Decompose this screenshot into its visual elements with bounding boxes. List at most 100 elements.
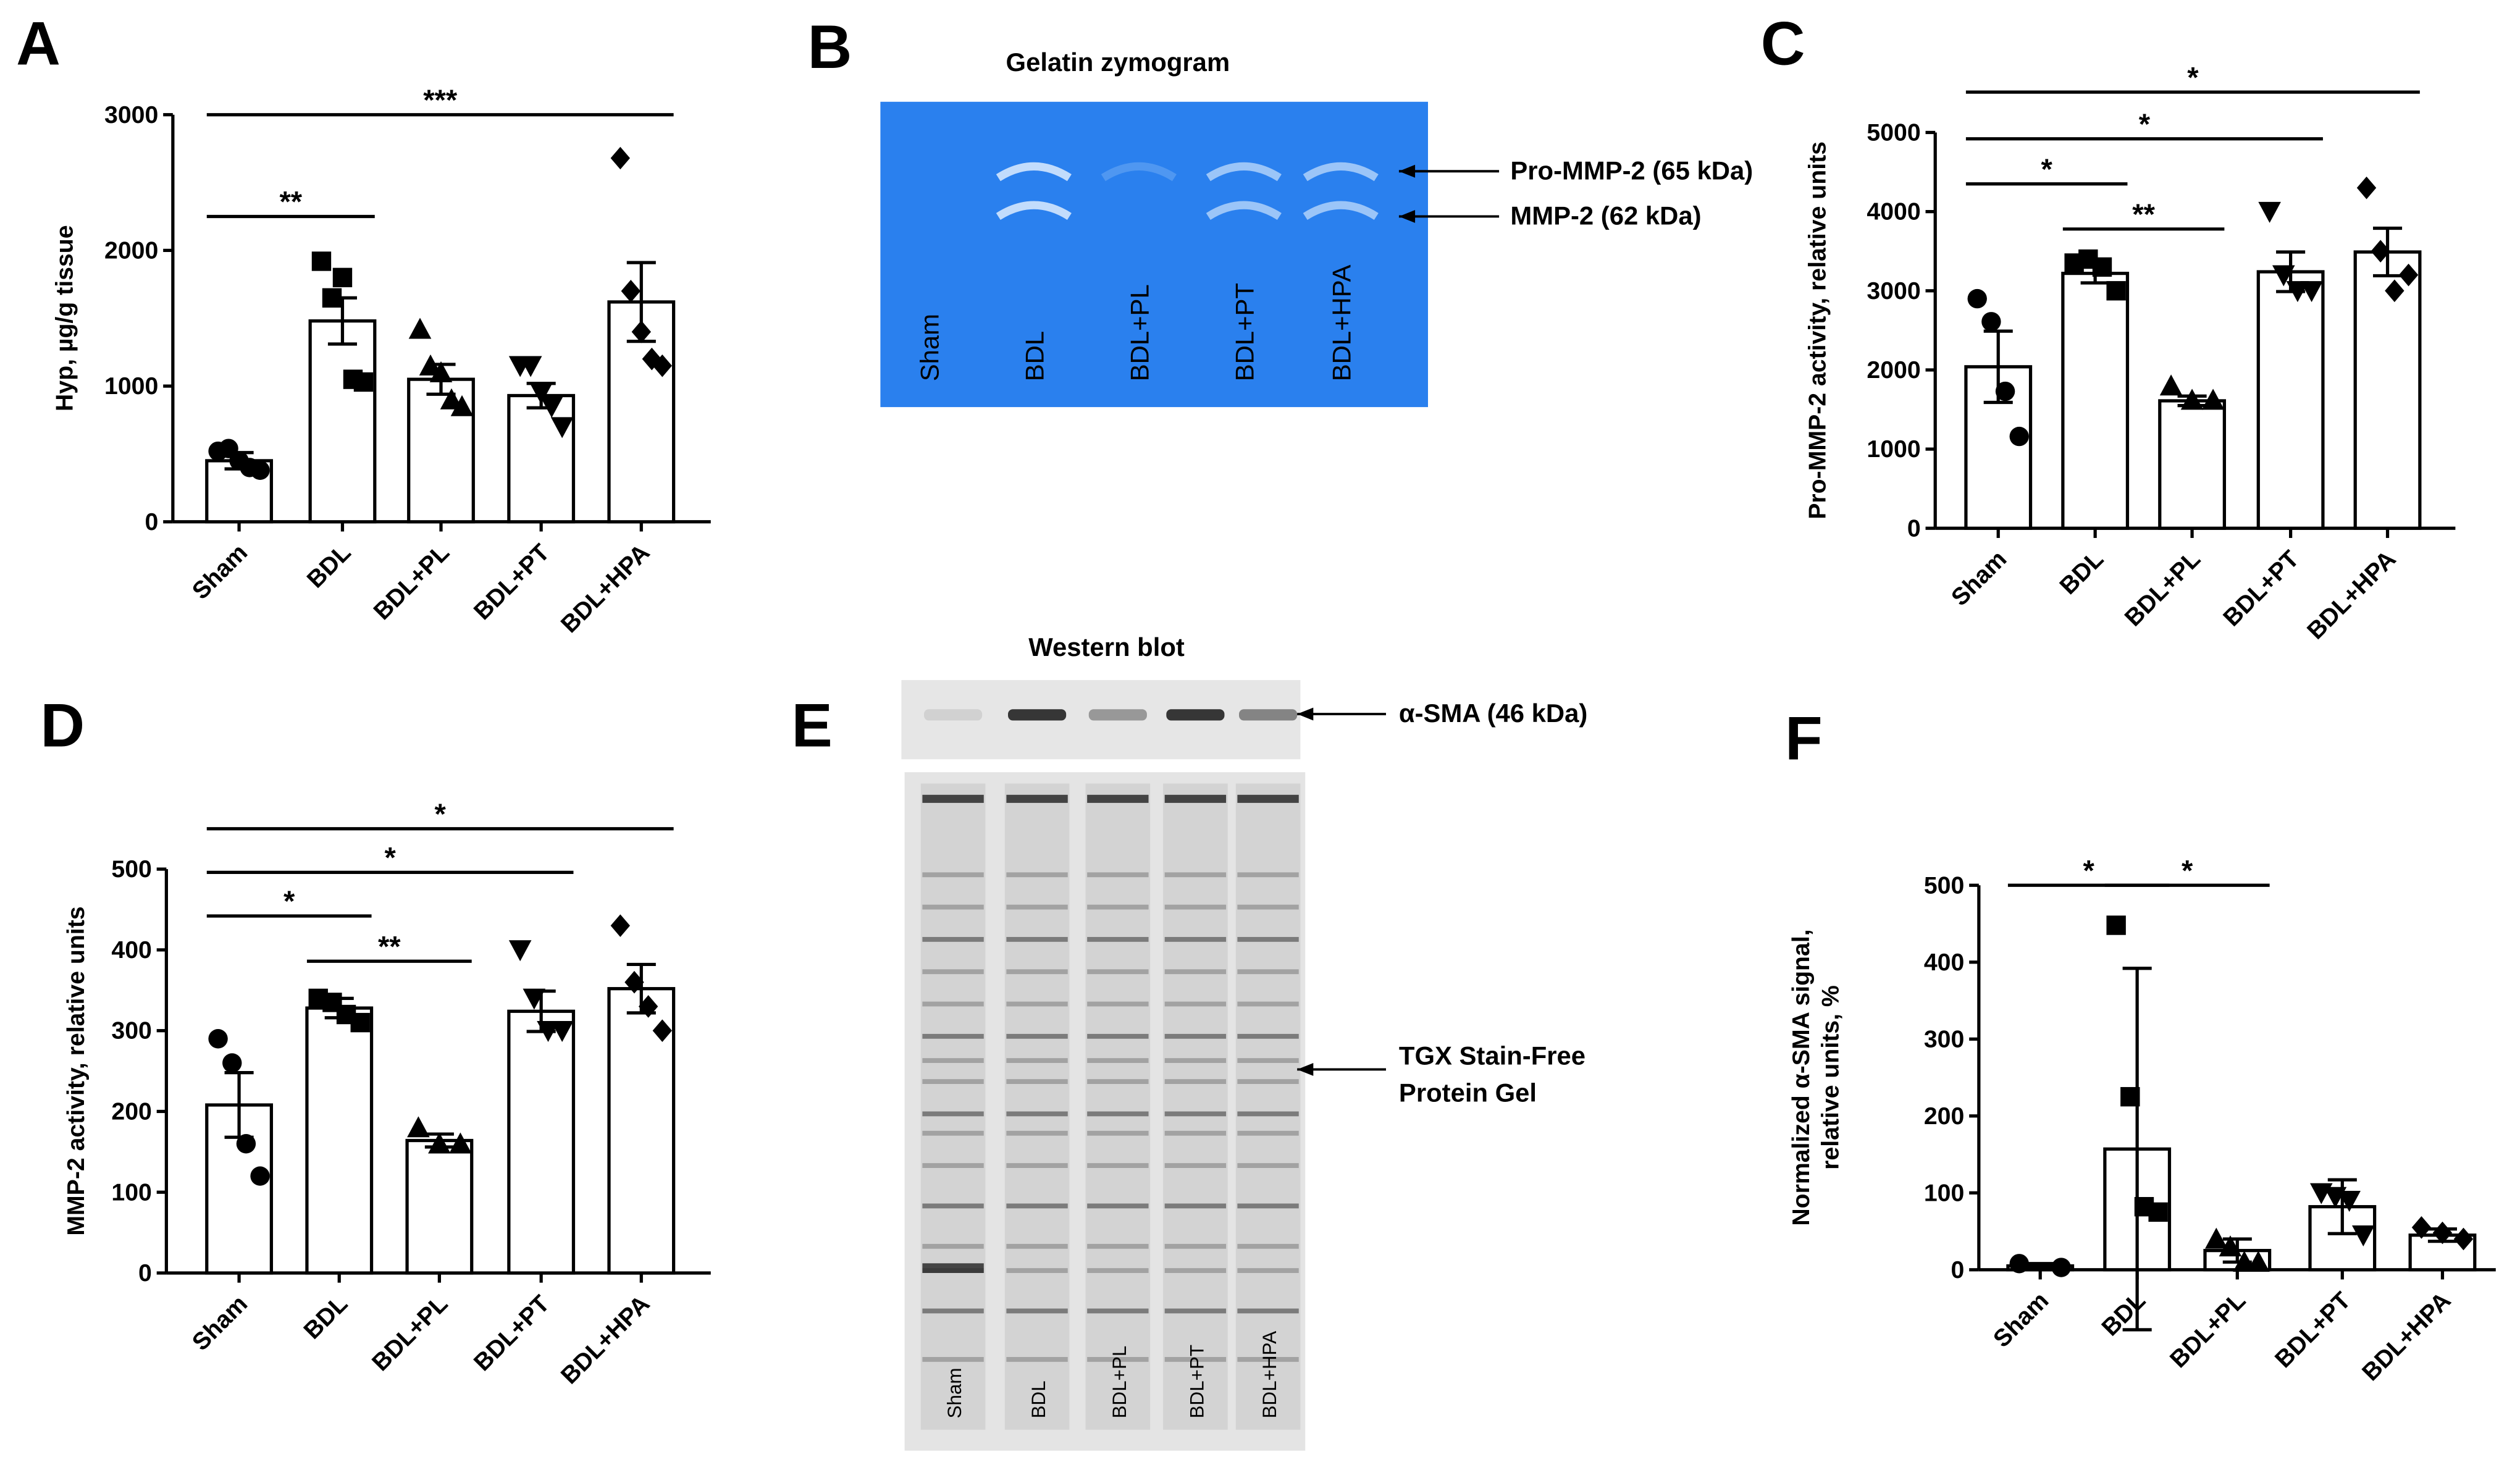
significance-label: ** <box>378 930 401 962</box>
data-point <box>508 940 532 962</box>
protein-band <box>1164 1079 1227 1084</box>
protein-band <box>1087 1058 1149 1063</box>
data-point <box>440 388 463 410</box>
panel-letter: D <box>40 691 85 760</box>
protein-band <box>1237 1079 1299 1084</box>
protein-band <box>1237 1058 1299 1063</box>
data-point <box>550 1020 574 1042</box>
protein-band <box>922 1243 984 1249</box>
data-point <box>2159 374 2183 396</box>
protein-band <box>922 936 984 942</box>
data-point <box>332 267 353 288</box>
wb-band <box>1239 709 1298 721</box>
wb-band <box>1008 709 1067 721</box>
gel-band <box>996 162 1072 182</box>
panel-letter: A <box>16 10 61 78</box>
data-point <box>2356 176 2377 200</box>
data-point <box>652 354 672 377</box>
bar <box>2158 399 2227 530</box>
y-tick-label: 200 <box>1924 1103 1964 1130</box>
y-tick-label: 300 <box>1924 1025 1964 1052</box>
data-point <box>250 460 270 481</box>
protein-band <box>1237 1356 1299 1362</box>
data-point <box>2205 1227 2228 1249</box>
wb-band <box>1166 709 1225 721</box>
protein-band <box>1237 1268 1299 1273</box>
protein-band <box>1087 1163 1149 1168</box>
data-point <box>2247 1251 2270 1272</box>
y-tick-label: 100 <box>111 1178 151 1206</box>
lane-label: BDL+HPA <box>1259 1331 1280 1419</box>
lane <box>1235 783 1301 1430</box>
significance-label: * <box>2187 61 2199 93</box>
significance-label: ** <box>2132 198 2155 230</box>
protein-band <box>922 969 984 975</box>
protein-band <box>1237 1001 1299 1007</box>
protein-band <box>1087 872 1149 878</box>
y-tick-label: 5000 <box>1867 119 1920 146</box>
protein-band <box>1164 1356 1227 1362</box>
data-point <box>2148 1202 2168 1222</box>
data-point <box>621 279 640 303</box>
data-point <box>610 146 630 170</box>
protein-band <box>922 1356 984 1362</box>
protein-band <box>922 1111 984 1117</box>
protein-band <box>1164 794 1227 803</box>
data-point <box>250 1166 270 1186</box>
significance-label: * <box>2182 854 2193 886</box>
protein-band <box>1237 872 1299 878</box>
y-tick-label: 0 <box>145 508 158 536</box>
data-point <box>2352 1225 2375 1247</box>
protein-band <box>1237 1163 1299 1168</box>
arrow-head <box>1398 210 1416 223</box>
protein-band <box>1087 1033 1149 1039</box>
protein-band <box>1006 1203 1068 1209</box>
data-point <box>428 1132 451 1154</box>
protein-band <box>1164 904 1227 910</box>
bar <box>2061 271 2130 530</box>
lane-label: BDL+HPA <box>1327 264 1356 381</box>
protein-band <box>1237 969 1299 975</box>
bar <box>405 1138 474 1275</box>
data-point <box>2453 1227 2474 1251</box>
band-label: MMP-2 (62 kDa) <box>1510 201 1701 230</box>
protein-band <box>1087 1203 1149 1209</box>
y-tick-label: 0 <box>1951 1256 1964 1283</box>
data-point <box>2180 389 2204 410</box>
protein-band <box>1006 1268 1068 1273</box>
protein-band <box>1237 936 1299 942</box>
protein-band <box>1237 1033 1299 1039</box>
protein-band <box>1006 1308 1068 1314</box>
lane <box>920 783 986 1430</box>
protein-band <box>1087 1001 1149 1007</box>
y-tick-label: 400 <box>111 936 151 964</box>
band-label: Protein Gel <box>1399 1078 1537 1107</box>
protein-band <box>1087 1356 1149 1362</box>
y-tick-label: 500 <box>111 855 151 883</box>
error-bar <box>2025 1262 2055 1270</box>
protein-band <box>922 1058 984 1063</box>
protein-band <box>1006 1356 1068 1362</box>
wb-band <box>1088 709 1147 721</box>
protein-band <box>1006 872 1068 878</box>
data-point <box>2219 1235 2242 1257</box>
protein-band <box>1164 1243 1227 1249</box>
zymogram <box>880 101 1428 408</box>
protein-band <box>1164 1033 1227 1039</box>
protein-band <box>1164 1268 1227 1273</box>
data-point <box>652 1019 672 1042</box>
panel-letter: B <box>808 13 852 82</box>
protein-band <box>1164 1058 1227 1063</box>
data-point <box>2120 1086 2140 1107</box>
protein-band <box>1006 794 1068 803</box>
data-point <box>631 320 651 343</box>
protein-band <box>1006 969 1068 975</box>
y-tick-label: 4000 <box>1867 198 1920 225</box>
protein-band <box>1237 904 1299 910</box>
data-point <box>2411 1216 2432 1239</box>
protein-band <box>1237 1203 1299 1209</box>
data-point <box>353 372 374 392</box>
protein-band <box>1087 1079 1149 1084</box>
protein-band <box>1087 969 1149 975</box>
